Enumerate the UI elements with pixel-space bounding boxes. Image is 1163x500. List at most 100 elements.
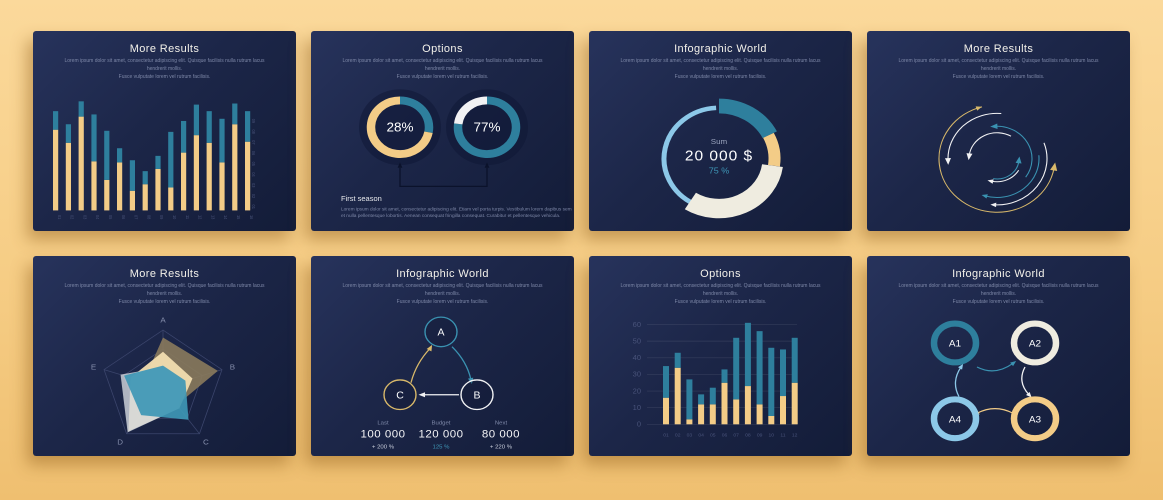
svg-text:09: 09: [159, 215, 164, 220]
subtitle-line-1: Lorem ipsum dolor sit amet, consectetur …: [898, 283, 1099, 297]
subtitle-line-2: Fusce vulputate lorem vel rutrum facilis…: [396, 73, 489, 80]
svg-text:50: 50: [633, 337, 641, 346]
svg-text:B: B: [473, 391, 480, 402]
svg-text:0: 0: [637, 420, 641, 429]
svg-text:09: 09: [757, 433, 763, 439]
svg-text:A1: A1: [949, 339, 961, 350]
subtitle-line-1: Lorem ipsum dolor sit amet, consectetur …: [342, 283, 543, 297]
svg-text:60: 60: [633, 320, 641, 329]
svg-text:20 000 $: 20 000 $: [685, 148, 753, 164]
subtitle-line-2: Fusce vulputate lorem vel rutrum facilis…: [396, 298, 489, 305]
svg-text:10: 10: [633, 404, 641, 413]
svg-text:75 %: 75 %: [709, 166, 730, 176]
svg-text:15: 15: [236, 215, 241, 220]
svg-text:07: 07: [134, 215, 139, 220]
svg-text:06: 06: [722, 433, 728, 439]
svg-text:04: 04: [95, 215, 100, 220]
svg-text:Last: Last: [377, 421, 389, 427]
subtitle-line-2: Fusce vulputate lorem vel rutrum facilis…: [674, 298, 767, 305]
subtitle-line-2: Fusce vulputate lorem vel rutrum facilis…: [952, 73, 1045, 80]
radar-chart: A B C D E: [33, 306, 296, 456]
svg-text:02: 02: [251, 194, 256, 199]
svg-text:20: 20: [633, 387, 641, 396]
svg-text:10: 10: [172, 215, 177, 220]
svg-text:Next: Next: [495, 421, 508, 427]
svg-text:C: C: [396, 391, 404, 402]
slide-donut-pair-options: Options Lorem ipsum dolor sit amet, cons…: [311, 31, 574, 231]
svg-text:14: 14: [223, 215, 228, 220]
svg-text:03: 03: [687, 433, 693, 439]
slide-subtitle: Lorem ipsum dolor sit amet, consectetur …: [891, 283, 1106, 306]
svg-text:09: 09: [251, 119, 256, 124]
slide-title: More Results: [963, 43, 1034, 55]
slide-title: More Results: [129, 43, 200, 55]
svg-text:Sum: Sum: [711, 137, 727, 146]
svg-text:C: C: [203, 438, 209, 447]
svg-text:13: 13: [210, 215, 215, 220]
subtitle-line-1: Lorem ipsum dolor sit amet, consectetur …: [64, 283, 265, 297]
slide-title: Infographic World: [952, 268, 1045, 280]
subtitle-line-1: Lorem ipsum dolor sit amet, consectetur …: [620, 58, 821, 72]
subtitle-line-1: Lorem ipsum dolor sit amet, consectetur …: [620, 283, 821, 297]
svg-text:E: E: [91, 363, 96, 372]
slide-sum-donut-infographic-world: Infographic World Lorem ipsum dolor sit …: [589, 31, 852, 231]
slide-title: Options: [422, 43, 463, 55]
svg-text:08: 08: [146, 215, 151, 220]
slide-subtitle: Lorem ipsum dolor sit amet, consectetur …: [613, 283, 828, 306]
svg-text:04: 04: [698, 433, 704, 439]
svg-text:77%: 77%: [473, 120, 500, 134]
svg-text:A3: A3: [1029, 415, 1041, 426]
slide-cycle-triangle-infographic-world: Infographic World Lorem ipsum dolor sit …: [311, 256, 574, 456]
svg-text:125 %: 125 %: [433, 445, 450, 451]
circular-arrows-diagram: [867, 81, 1130, 231]
svg-text:D: D: [117, 438, 123, 447]
svg-text:B: B: [230, 363, 235, 372]
svg-text:11: 11: [780, 433, 786, 439]
slide-subtitle: Lorem ipsum dolor sit amet, consectetur …: [613, 58, 828, 81]
svg-text:+ 220 %: + 220 %: [490, 445, 512, 451]
svg-text:16: 16: [249, 215, 254, 220]
svg-text:100 000: 100 000: [360, 429, 405, 441]
subtitle-line-2: Fusce vulputate lorem vel rutrum facilis…: [118, 298, 211, 305]
subtitle-line-2: Fusce vulputate lorem vel rutrum facilis…: [674, 73, 767, 80]
svg-text:05: 05: [710, 433, 716, 439]
svg-text:12: 12: [792, 433, 798, 439]
svg-text:28%: 28%: [386, 120, 413, 134]
svg-text:30: 30: [633, 370, 641, 379]
svg-text:11: 11: [185, 215, 190, 220]
svg-text:06: 06: [121, 215, 126, 220]
svg-text:et nulla pellentesque lobortis: et nulla pellentesque lobortis. Aenean c…: [341, 213, 560, 218]
svg-text:12: 12: [198, 215, 203, 220]
svg-text:Budget: Budget: [432, 421, 451, 427]
slide-subtitle: Lorem ipsum dolor sit amet, consectetur …: [335, 283, 550, 306]
svg-text:A4: A4: [949, 415, 962, 426]
svg-text:Lorem ipsum dolor sit amet, co: Lorem ipsum dolor sit amet, consectetur …: [341, 207, 572, 212]
slide-subtitle: Lorem ipsum dolor sit amet, consectetur …: [57, 283, 272, 306]
cycle-grid-diagram: A1 A2 A3 A4: [867, 306, 1130, 456]
slide-bar-chart-more-results: More Results Lorem ipsum dolor sit amet,…: [33, 31, 296, 231]
svg-text:A: A: [437, 328, 444, 339]
cycle-triangle-diagram: A B C Last 100 000 + 200 % Budget 120 000 125 % N…: [311, 306, 574, 456]
subtitle-line-2: Fusce vulputate lorem vel rutrum facilis…: [118, 73, 211, 80]
svg-text:07: 07: [251, 140, 256, 145]
subtitle-line-1: Lorem ipsum dolor sit amet, consectetur …: [898, 58, 1099, 72]
svg-text:05: 05: [108, 215, 113, 220]
slide-subtitle: Lorem ipsum dolor sit amet, consectetur …: [57, 58, 272, 81]
svg-text:08: 08: [251, 130, 256, 135]
svg-text:First season: First season: [341, 195, 382, 204]
svg-text:02: 02: [675, 433, 681, 439]
slide-title: Infographic World: [396, 268, 489, 280]
slide-axis-bar-chart-options: Options Lorem ipsum dolor sit amet, cons…: [589, 256, 852, 456]
svg-text:02: 02: [70, 215, 75, 220]
sum-donut-chart: Sum 20 000 $ 75 %: [589, 81, 852, 231]
svg-text:04: 04: [251, 173, 256, 178]
svg-text:80 000: 80 000: [482, 429, 520, 441]
subtitle-line-2: Fusce vulputate lorem vel rutrum facilis…: [952, 298, 1045, 305]
svg-text:01: 01: [251, 205, 256, 210]
slide-subtitle: Lorem ipsum dolor sit amet, consectetur …: [335, 58, 550, 81]
slide-circular-arrows-more-results: More Results Lorem ipsum dolor sit amet,…: [867, 31, 1130, 231]
slide-subtitle: Lorem ipsum dolor sit amet, consectetur …: [891, 58, 1106, 81]
svg-text:08: 08: [745, 433, 751, 439]
svg-text:+ 200 %: + 200 %: [372, 445, 394, 451]
